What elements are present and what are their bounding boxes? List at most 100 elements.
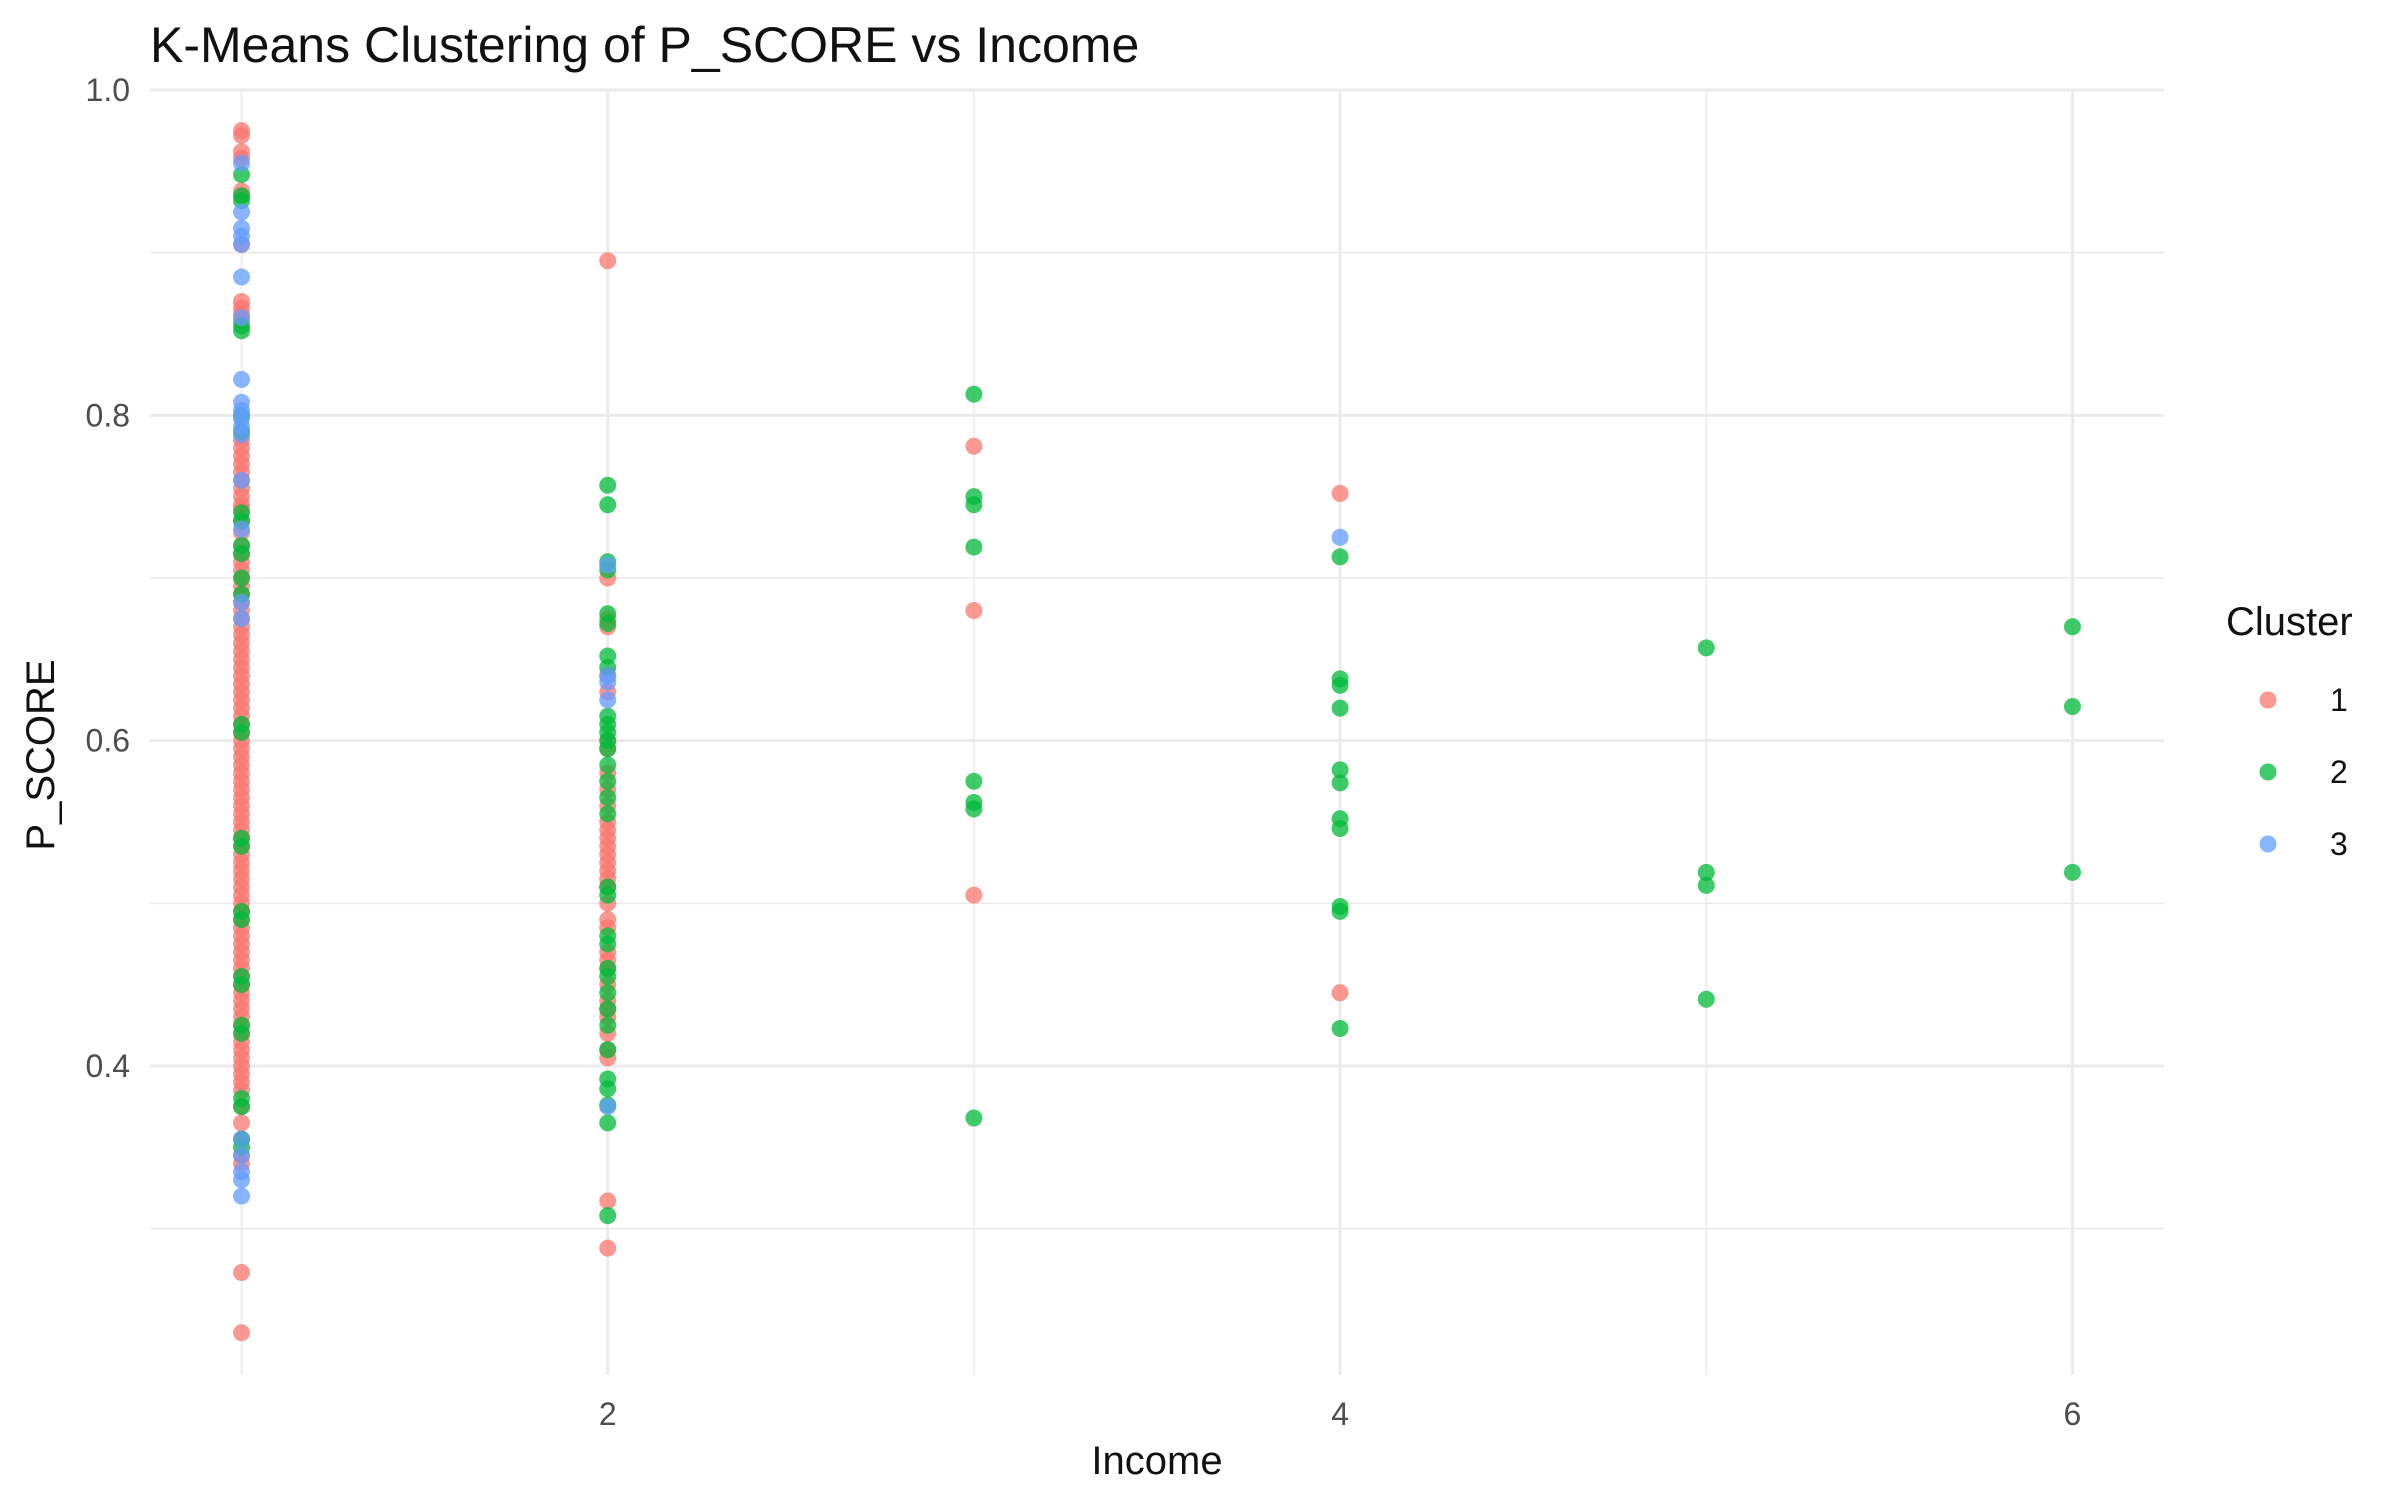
data-point <box>233 371 251 389</box>
data-point <box>1331 1020 1349 1038</box>
data-point <box>233 1187 251 1205</box>
data-point <box>1331 819 1349 837</box>
data-point <box>2063 863 2081 881</box>
y-tick-label: 1.0 <box>86 72 130 108</box>
data-point <box>599 789 617 807</box>
data-point <box>599 756 617 774</box>
x-axis-title: Income <box>1091 1439 1222 1483</box>
data-point <box>233 154 251 172</box>
data-point <box>233 426 251 444</box>
data-point <box>599 1098 617 1116</box>
data-point <box>599 615 617 633</box>
data-point <box>2063 618 2081 636</box>
data-point <box>233 1098 251 1116</box>
data-point <box>965 538 983 556</box>
data-point <box>233 1024 251 1042</box>
grid <box>150 88 2164 1375</box>
data-point <box>599 1239 617 1257</box>
data-point <box>965 437 983 455</box>
data-point <box>233 127 251 145</box>
series-cluster-3 <box>233 154 1349 1205</box>
legend-key-cluster-1 <box>2259 691 2277 709</box>
data-point <box>599 740 617 758</box>
data-point <box>965 496 983 514</box>
data-point <box>599 886 617 904</box>
data-point <box>965 385 983 403</box>
y-tick-label: 0.8 <box>86 397 130 433</box>
legend-label-cluster-3: 3 <box>2330 826 2348 862</box>
y-tick-label: 0.4 <box>86 1048 130 1084</box>
data-point <box>233 1130 251 1148</box>
data-point <box>599 1041 617 1059</box>
data-point <box>233 1264 251 1282</box>
data-point <box>1331 548 1349 566</box>
data-points <box>233 122 2081 1342</box>
data-point <box>233 1114 251 1132</box>
data-point <box>1331 528 1349 546</box>
data-point <box>233 520 251 538</box>
x-tick-label: 6 <box>2064 1396 2082 1432</box>
data-point <box>599 772 617 790</box>
data-point <box>599 1114 617 1132</box>
data-point <box>233 569 251 587</box>
chart-title: K-Means Clustering of P_SCORE vs Income <box>150 17 1139 73</box>
data-point <box>233 236 251 254</box>
data-point <box>233 309 251 327</box>
data-point <box>233 471 251 489</box>
data-point <box>599 496 617 514</box>
data-point <box>599 1000 617 1018</box>
legend-label-cluster-1: 1 <box>2330 682 2348 718</box>
data-point <box>599 1080 617 1098</box>
data-point <box>965 800 983 818</box>
data-point <box>233 1324 251 1342</box>
data-point <box>1697 990 1715 1008</box>
y-axis-ticks: 0.4 0.6 0.8 1.0 <box>86 72 130 1084</box>
y-axis-title: P_SCORE <box>19 659 63 850</box>
data-point <box>1331 761 1349 779</box>
legend-title: Cluster <box>2226 600 2353 644</box>
data-point <box>965 886 983 904</box>
data-point <box>599 1207 617 1225</box>
data-point <box>233 911 251 929</box>
data-point <box>599 805 617 823</box>
data-point <box>599 252 617 270</box>
data-point <box>233 593 251 611</box>
legend-items: 1 2 3 <box>2259 682 2348 862</box>
data-point <box>1697 639 1715 657</box>
y-tick-label: 0.6 <box>86 723 130 759</box>
data-point <box>233 610 251 628</box>
data-point <box>599 984 617 1002</box>
x-axis-ticks: 2 4 6 <box>599 1396 2082 1432</box>
data-point <box>233 724 251 741</box>
legend: Cluster 1 2 3 <box>2226 600 2353 862</box>
legend-key-cluster-3 <box>2259 835 2277 853</box>
data-point <box>599 1016 617 1034</box>
data-point <box>599 967 617 985</box>
data-point <box>599 935 617 953</box>
data-point <box>1331 902 1349 920</box>
x-tick-label: 4 <box>1331 1396 1349 1432</box>
data-point <box>965 602 983 620</box>
data-point <box>2063 697 2081 715</box>
data-point <box>1697 863 1715 881</box>
data-point <box>233 976 251 994</box>
data-point <box>233 545 251 563</box>
data-point <box>1331 699 1349 717</box>
data-point <box>233 268 251 286</box>
data-point <box>233 203 251 221</box>
data-point <box>965 1109 983 1127</box>
data-point <box>233 837 251 855</box>
x-tick-label: 2 <box>599 1396 617 1432</box>
data-point <box>1331 984 1349 1002</box>
data-point <box>233 322 251 340</box>
data-point <box>233 1171 251 1189</box>
data-point <box>599 556 617 574</box>
data-point <box>1331 484 1349 502</box>
data-point <box>1331 676 1349 694</box>
data-point <box>599 476 617 494</box>
legend-label-cluster-2: 2 <box>2330 754 2348 790</box>
data-point <box>233 1146 251 1164</box>
data-point <box>599 691 617 709</box>
